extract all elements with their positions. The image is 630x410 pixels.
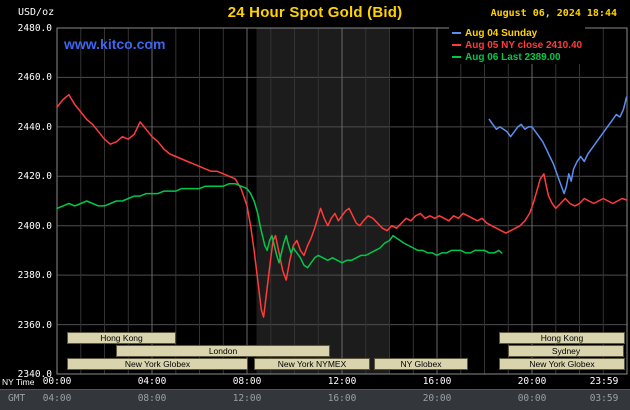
y-axis-tick: 2480.0 [17,23,52,34]
session-bar-new-york-globex: New York Globex [499,358,625,370]
ny-time-axis-label: NY Time [2,377,35,387]
session-highlight-band [256,28,390,374]
legend-item: Aug 06 Last 2389.00 [452,51,582,63]
kitco-website-link[interactable]: www.kitco.com [64,36,166,52]
price-line-aug-06 [56,182,503,269]
x-axis-tick-gmt: 16:00 [327,393,357,404]
x-axis-tick-ny: 00:00 [42,376,72,387]
session-bar-ny-globex: NY Globex [374,358,468,370]
session-bar-sydney: Sydney [508,345,624,357]
gmt-axis-bar [0,389,630,410]
plot-frame [56,27,628,375]
chart-title: 24 Hour Spot Gold (Bid) [227,4,403,21]
session-bar-hong-kong: Hong Kong [67,332,176,344]
price-line-aug-04-sunday [488,96,628,195]
x-axis-tick-ny: 16:00 [422,376,452,387]
y-axis-tick: 2380.0 [17,270,52,282]
price-line-aug-05 [56,93,628,318]
x-axis-tick-ny: 04:00 [137,376,167,387]
chart-datetime: August 06, 2024 18:44 [490,8,617,19]
session-bar-hong-kong: Hong Kong [499,332,625,344]
x-axis-tick-ny: 23:59 [589,376,619,387]
session-bar-london: London [116,345,330,357]
x-axis-tick-ny: 08:00 [232,376,262,387]
y-axis-tick: 2420.0 [17,171,52,183]
x-axis-tick-gmt: 08:00 [137,393,167,404]
y-axis-tick: 2360.0 [17,319,52,331]
chart-legend: Aug 04 Sunday Aug 05 NY close 2410.40 Aug … [449,26,586,64]
legend-label: Aug 04 Sunday [465,27,538,39]
x-axis-tick-ny: 12:00 [327,376,357,387]
legend-item: Aug 04 Sunday [452,27,582,39]
legend-line-swatch [452,56,461,58]
gmt-axis-label: GMT [8,393,26,404]
y-axis-tick: 2440.0 [17,121,52,133]
x-axis-tick-gmt: 00:00 [517,393,547,404]
legend-label: Aug 05 NY close 2410.40 [465,39,583,51]
session-bar-new-york-nymex: New York NYMEX [254,358,370,370]
x-axis-tick-ny: 20:00 [517,376,547,387]
y-axis-tick: 2400.0 [17,220,52,232]
y-axis-tick: 2340.0 [17,369,52,380]
x-axis-tick-gmt: 20:00 [422,393,452,404]
y-axis-tick: 2460.0 [17,72,52,84]
legend-label: Aug 06 Last 2389.00 [465,51,561,63]
legend-line-swatch [452,32,461,34]
x-axis-tick-gmt: 03:59 [589,393,619,404]
legend-line-swatch [452,44,461,46]
x-axis-tick-gmt: 12:00 [232,393,262,404]
session-bar-new-york-globex: New York Globex [67,358,248,370]
price-units-label: USD/oz [18,7,55,18]
legend-item: Aug 05 NY close 2410.40 [452,39,582,51]
x-axis-tick-gmt: 04:00 [42,393,72,404]
